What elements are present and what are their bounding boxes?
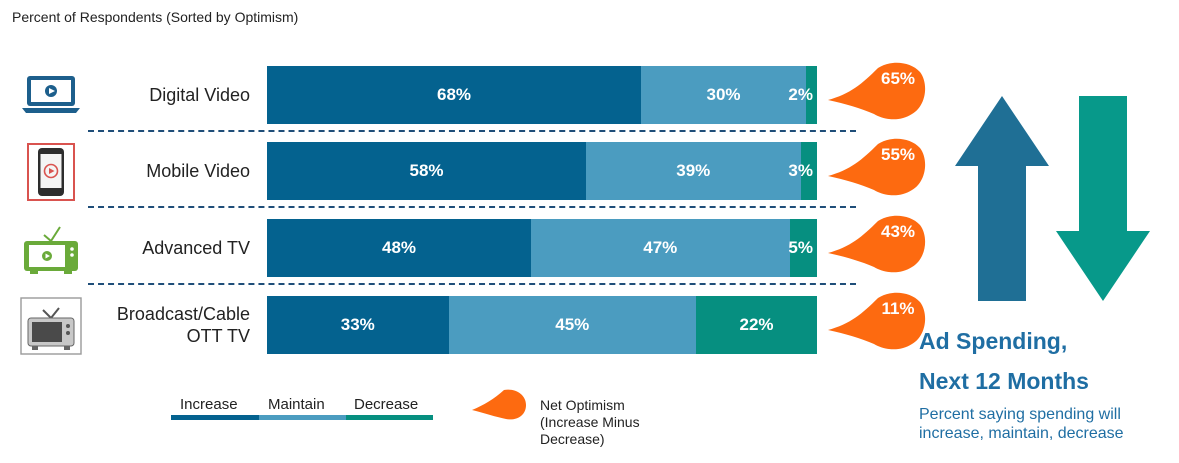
summary-subtitle-line2: increase, maintain, decrease: [919, 425, 1124, 442]
stacked-bar: 58% 39% 3%: [267, 142, 817, 200]
data-label: 45%: [555, 315, 590, 334]
data-label: 22%: [739, 315, 774, 334]
stacked-bar: 48% 47% 5%: [267, 219, 817, 277]
legend-swatch-decrease: [346, 415, 433, 420]
category-label: Digital Video: [88, 84, 250, 106]
laptop-video-icon: [18, 66, 84, 126]
bar-segment-increase: 33%: [267, 296, 449, 354]
net-optimism-value: 65%: [881, 69, 915, 88]
broadcast-tv-icon: [18, 296, 84, 356]
row-divider: [88, 283, 856, 285]
data-label: 33%: [340, 315, 375, 334]
category-label-line: Mobile Video: [146, 161, 250, 181]
data-label: 30%: [706, 85, 741, 104]
net-optimism-drop-icon: [472, 389, 526, 420]
legend-label-maintain: Maintain: [268, 396, 325, 413]
legend-label-decrease: Decrease: [354, 396, 419, 413]
bar-segment-maintain: 30%: [641, 66, 806, 124]
bar-segment-maintain: 39%: [586, 142, 801, 200]
legend-swatch-increase: [171, 415, 259, 420]
bar-segment-decrease: 22%: [696, 296, 817, 354]
net-optimism-badge: 43%: [828, 215, 928, 275]
bar-segment-decrease: 3%: [788, 142, 817, 200]
bar-segment-maintain: 45%: [448, 296, 696, 354]
net-optimism-badge: 65%: [828, 62, 928, 122]
summary-title-line1: Ad Spending,: [919, 328, 1068, 354]
data-label: 68%: [436, 85, 472, 104]
summary-title-line2: Next 12 Months: [919, 368, 1089, 394]
net-optimism-value: 55%: [881, 145, 915, 164]
legend-swatch-maintain: [259, 415, 346, 420]
bar-segment-decrease: 2%: [788, 66, 817, 124]
data-label: 39%: [676, 161, 711, 180]
legend-net-line2: (Increase Minus: [540, 414, 640, 430]
net-optimism-value: 11%: [881, 299, 914, 318]
category-label-line: OTT TV: [186, 326, 250, 346]
bar-segment-decrease: 5%: [788, 219, 817, 277]
bar-segment-maintain: 47%: [531, 219, 790, 277]
data-label: 2%: [788, 85, 813, 104]
category-label-line: Broadcast/Cable: [116, 304, 250, 324]
up-down-arrows-icon: [955, 96, 1150, 301]
summary-subtitle: Percent saying spending will increase, m…: [919, 405, 1177, 443]
category-label: Broadcast/Cable OTT TV: [88, 303, 250, 347]
summary-subtitle-line1: Percent saying spending will: [919, 406, 1121, 423]
row-divider: [88, 206, 856, 208]
bar-segment-increase: 58%: [267, 142, 586, 200]
data-label: 58%: [409, 161, 444, 180]
stacked-bar: 33% 45% 22%: [267, 296, 817, 354]
category-label-line: Digital Video: [149, 85, 250, 105]
category-label: Advanced TV: [88, 237, 250, 259]
net-optimism-value: 43%: [881, 222, 915, 241]
legend-net-optimism: Net Optimism (Increase Minus Decrease): [540, 397, 680, 448]
data-label: 47%: [643, 238, 678, 257]
row-divider: [88, 130, 856, 132]
mobile-phone-video-icon: [18, 142, 84, 202]
net-optimism-badge: 55%: [828, 138, 928, 198]
legend-net-line1: Net Optimism: [540, 397, 625, 413]
bar-segment-increase: 48%: [267, 219, 531, 277]
bar-segment-increase: 68%: [267, 66, 641, 124]
legend-net-line3: Decrease): [540, 431, 605, 447]
data-label: 48%: [381, 238, 417, 257]
category-label: Mobile Video: [88, 160, 250, 182]
stacked-bar: 68% 30% 2%: [267, 66, 817, 124]
category-label-line: Advanced TV: [142, 238, 250, 258]
advanced-tv-icon: [18, 219, 84, 279]
chart-subtitle: Percent of Respondents (Sorted by Optimi…: [12, 9, 299, 25]
legend-label-increase: Increase: [180, 396, 238, 413]
data-label: 3%: [788, 161, 813, 180]
data-label: 5%: [788, 238, 813, 257]
net-optimism-badge: 11%: [828, 292, 928, 352]
